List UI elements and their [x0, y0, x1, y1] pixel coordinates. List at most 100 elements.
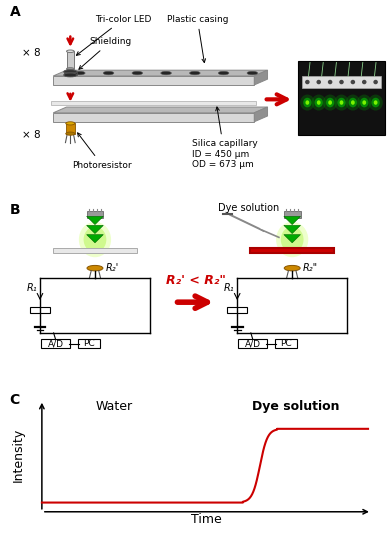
- Ellipse shape: [372, 98, 380, 107]
- Ellipse shape: [312, 95, 326, 111]
- Polygon shape: [254, 107, 267, 122]
- Text: Shielding: Shielding: [79, 37, 132, 69]
- Text: PC: PC: [281, 339, 292, 348]
- Polygon shape: [254, 70, 267, 85]
- Bar: [51, 101, 256, 105]
- Ellipse shape: [305, 80, 310, 84]
- FancyBboxPatch shape: [78, 339, 100, 349]
- Polygon shape: [226, 212, 264, 231]
- Text: Water: Water: [95, 400, 132, 413]
- Ellipse shape: [79, 222, 111, 257]
- FancyBboxPatch shape: [275, 339, 298, 349]
- Ellipse shape: [161, 71, 171, 75]
- Ellipse shape: [247, 71, 258, 75]
- Ellipse shape: [276, 222, 308, 257]
- Ellipse shape: [190, 71, 200, 75]
- FancyBboxPatch shape: [238, 339, 267, 349]
- Bar: [227, 307, 247, 313]
- Ellipse shape: [323, 95, 337, 111]
- Ellipse shape: [74, 71, 85, 75]
- Ellipse shape: [351, 80, 355, 84]
- Text: R₂": R₂": [303, 263, 318, 273]
- Ellipse shape: [67, 50, 74, 53]
- Ellipse shape: [218, 71, 229, 75]
- Polygon shape: [53, 107, 267, 113]
- Text: Photoresistor: Photoresistor: [72, 133, 132, 170]
- Text: Time: Time: [192, 513, 222, 526]
- Text: × 8: × 8: [22, 48, 41, 57]
- Ellipse shape: [64, 70, 77, 74]
- Text: A/D: A/D: [48, 339, 63, 348]
- Ellipse shape: [362, 100, 366, 105]
- Ellipse shape: [328, 100, 332, 105]
- Ellipse shape: [66, 132, 75, 135]
- Ellipse shape: [66, 122, 75, 125]
- Text: Silica capillary
ID = 450 μm
OD = 673 μm: Silica capillary ID = 450 μm OD = 673 μm: [192, 107, 257, 169]
- Bar: [302, 76, 381, 88]
- Ellipse shape: [357, 95, 372, 111]
- Text: R₂' < R₂": R₂' < R₂": [166, 274, 225, 287]
- Polygon shape: [284, 235, 301, 243]
- Text: R₁: R₁: [224, 283, 234, 293]
- Ellipse shape: [87, 265, 103, 271]
- Bar: [298, 61, 385, 135]
- Polygon shape: [284, 226, 301, 234]
- Text: Plastic casing: Plastic casing: [167, 14, 228, 62]
- Text: A: A: [10, 5, 21, 19]
- Ellipse shape: [132, 71, 143, 75]
- Ellipse shape: [281, 227, 303, 252]
- Ellipse shape: [67, 68, 74, 70]
- Ellipse shape: [337, 98, 346, 107]
- Ellipse shape: [103, 71, 114, 75]
- Ellipse shape: [362, 80, 366, 84]
- Text: B: B: [10, 203, 20, 217]
- Text: C: C: [10, 393, 20, 407]
- Ellipse shape: [84, 227, 106, 252]
- Text: R₂': R₂': [106, 263, 119, 273]
- Text: PC: PC: [83, 339, 95, 348]
- Polygon shape: [53, 113, 254, 122]
- Polygon shape: [87, 235, 103, 243]
- Ellipse shape: [368, 95, 383, 111]
- FancyBboxPatch shape: [41, 339, 70, 349]
- Text: Dye solution: Dye solution: [218, 203, 279, 213]
- Ellipse shape: [300, 95, 315, 111]
- Polygon shape: [53, 70, 267, 76]
- Polygon shape: [87, 226, 103, 234]
- Text: R₁: R₁: [26, 283, 37, 293]
- Ellipse shape: [373, 80, 378, 84]
- Bar: [30, 307, 50, 313]
- Ellipse shape: [317, 100, 320, 105]
- Text: Dye solution: Dye solution: [252, 400, 340, 413]
- Text: Tri-color LED: Tri-color LED: [76, 14, 151, 55]
- Polygon shape: [53, 76, 254, 85]
- Ellipse shape: [339, 80, 344, 84]
- Bar: [53, 248, 137, 253]
- Ellipse shape: [64, 73, 77, 77]
- Text: × 8: × 8: [22, 129, 41, 140]
- Bar: [64, 72, 77, 75]
- Text: A/D: A/D: [245, 339, 261, 348]
- Bar: [250, 248, 334, 253]
- Ellipse shape: [346, 95, 360, 111]
- Bar: [87, 211, 103, 219]
- Ellipse shape: [374, 100, 378, 105]
- Ellipse shape: [360, 98, 368, 107]
- Ellipse shape: [317, 80, 321, 84]
- Ellipse shape: [284, 265, 300, 271]
- Text: Intensity: Intensity: [12, 428, 25, 482]
- Ellipse shape: [334, 95, 349, 111]
- Ellipse shape: [328, 80, 332, 84]
- Bar: [67, 51, 74, 69]
- Ellipse shape: [315, 98, 323, 107]
- Polygon shape: [87, 216, 103, 224]
- Polygon shape: [284, 216, 301, 224]
- Ellipse shape: [351, 100, 355, 105]
- Ellipse shape: [349, 98, 357, 107]
- Ellipse shape: [326, 98, 334, 107]
- Bar: [66, 124, 75, 134]
- Bar: [284, 211, 301, 219]
- Ellipse shape: [340, 100, 343, 105]
- Ellipse shape: [305, 100, 309, 105]
- Ellipse shape: [303, 98, 312, 107]
